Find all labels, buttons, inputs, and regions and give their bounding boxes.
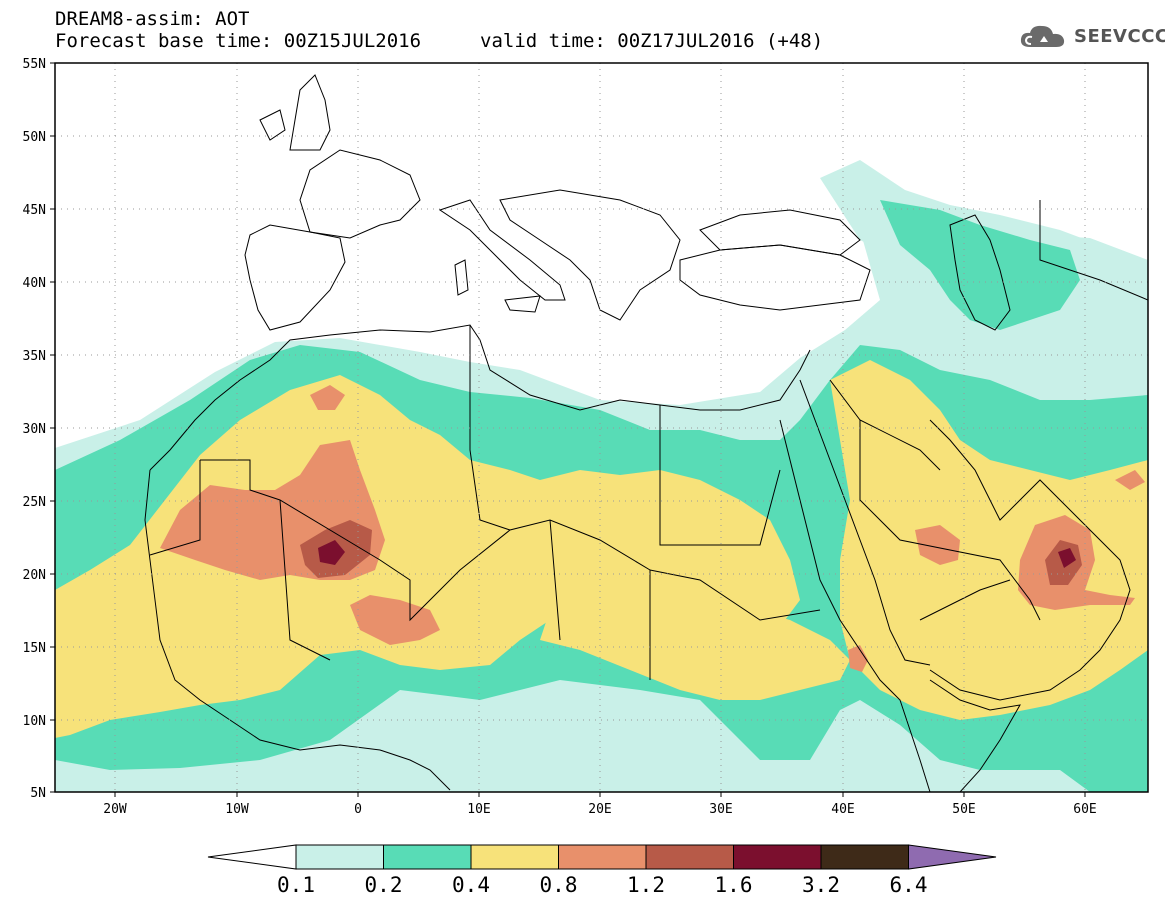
- italy-outline: [438, 199, 566, 301]
- caspian-outline: [949, 214, 1011, 331]
- lat-label-45n: 45N: [23, 203, 46, 218]
- lat-label-5n: 5N: [30, 786, 46, 801]
- aot-band-0.4-arabia: [830, 360, 1148, 720]
- lat-label-40n: 40N: [23, 276, 46, 291]
- horn-africa-coast: [929, 679, 1021, 792]
- lon-label-40e: 40E: [831, 802, 854, 817]
- ireland-outline: [259, 109, 286, 141]
- arabia-red-sea-coast: [799, 379, 931, 666]
- north-africa-coast: [149, 324, 811, 471]
- sicily-outline: [504, 295, 541, 313]
- colorbar-label-7: 3.2: [802, 873, 840, 897]
- lat-label-10n: 10N: [23, 714, 46, 729]
- balkans-outline: [499, 189, 681, 321]
- lat-label-55n: 55N: [23, 57, 46, 72]
- aot-band-0.4-africa-south: [540, 580, 850, 700]
- lat-label-35n: 35N: [23, 349, 46, 364]
- lat-label-50n: 50N: [23, 130, 46, 145]
- colorbar-segment-1: [295, 844, 384, 870]
- lon-label-20w: 20W: [103, 802, 127, 817]
- seevccc-logo: SEEVCCC: [1018, 22, 1165, 50]
- colorbar-segment-2: [383, 844, 472, 870]
- colorbar-label-5: 1.2: [627, 873, 665, 897]
- colorbar-segment-4: [558, 844, 647, 870]
- colorbar-label-4: 0.8: [540, 873, 578, 897]
- tick-marks: [50, 62, 1086, 797]
- aot-band-1.6-sahara: [318, 540, 345, 565]
- lon-label-10e: 10E: [467, 802, 490, 817]
- lon-label-30e: 30E: [709, 802, 732, 817]
- lat-label-20n: 20N: [23, 568, 46, 583]
- aot-band-0.8-morocco: [310, 385, 345, 410]
- colorbar-label-1: 0.1: [277, 873, 315, 897]
- valid-time: valid time: 00Z17JUL2016 (+48): [480, 30, 824, 52]
- sardinia-outline: [454, 259, 469, 296]
- chart-title: DREAM8-assim: AOT: [55, 8, 250, 30]
- colorbar-segment-7: [820, 844, 909, 870]
- aot-band-0.8-saudi: [915, 525, 960, 565]
- africa-borders: [149, 325, 821, 680]
- lon-label-60e: 60E: [1073, 802, 1096, 817]
- lon-label-0: 0: [354, 802, 362, 817]
- lat-label-30n: 30N: [23, 422, 46, 437]
- lon-label-50e: 50E: [952, 802, 975, 817]
- colorbar-label-8: 6.4: [890, 873, 928, 897]
- lon-label-20e: 20E: [588, 802, 611, 817]
- aot-band-0.2-caspian: [880, 200, 1080, 330]
- colorbar-label-2: 0.2: [365, 873, 403, 897]
- cloud-icon: [1020, 25, 1065, 47]
- colorbar: 0.1 0.2 0.4 0.8 1.2 1.6 3.2 6.4: [207, 844, 997, 897]
- logo-text: SEEVCCC: [1074, 25, 1165, 47]
- colorbar-arrow-left: [207, 844, 297, 870]
- lon-label-10w: 10W: [225, 802, 249, 817]
- lat-label-15n: 15N: [23, 641, 46, 656]
- egypt-red-sea-coast: [779, 419, 931, 792]
- lat-label-25n: 25N: [23, 495, 46, 510]
- colorbar-label-3: 0.4: [452, 873, 490, 897]
- middle-east-borders: [829, 200, 1148, 621]
- iberia-outline: [244, 224, 346, 331]
- forecast-base-time: Forecast base time: 00Z15JUL2016: [55, 30, 422, 52]
- colorbar-segment-5: [645, 844, 734, 870]
- aot-band-1.6-oman: [1058, 548, 1076, 568]
- map-outlines: [144, 74, 1148, 792]
- colorbar-segment-6: [733, 844, 822, 870]
- map-grid: [55, 63, 1148, 792]
- colorbar-segment-3: [470, 844, 559, 870]
- colorbar-label-6: 1.6: [715, 873, 753, 897]
- aot-band-0.8-yemen: [1115, 470, 1145, 490]
- colorbar-arrow-right: [908, 844, 997, 870]
- black-sea-outline: [699, 209, 861, 256]
- aot-band-0.8-redsea: [848, 645, 868, 672]
- france-outline: [299, 149, 421, 239]
- arabian-gulf-coast: [929, 419, 1131, 701]
- aot-band-0.8-mali: [350, 595, 440, 645]
- britain-outline: [289, 74, 331, 151]
